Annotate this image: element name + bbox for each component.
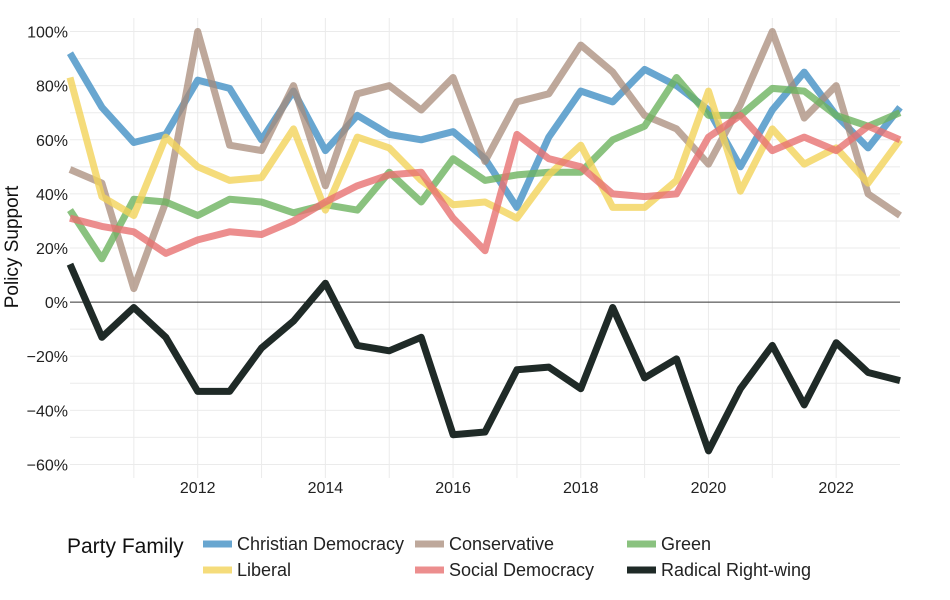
- legend-label: Conservative: [449, 534, 554, 554]
- x-axis-tick-labels: 2012 2014 2016 2018 2020 2022: [180, 480, 854, 497]
- legend-label: Radical Right-wing: [661, 560, 811, 580]
- y-axis-title: Policy Support: [2, 185, 23, 308]
- x-tick-label: 2018: [563, 480, 599, 497]
- y-tick-label: 80%: [36, 79, 68, 96]
- x-tick-label: 2016: [435, 480, 471, 497]
- legend-item-conservative: Conservative: [415, 534, 554, 554]
- gridlines: [70, 18, 900, 478]
- y-tick-label: 40%: [36, 187, 68, 204]
- legend-title: Party Family: [67, 535, 184, 558]
- series-line-liberal: [66, 76, 903, 222]
- x-tick-label: 2020: [691, 480, 727, 497]
- legend-item-radical-right-wing: Radical Right-wing: [627, 560, 811, 580]
- x-tick-label: 2014: [308, 480, 344, 497]
- legend-label: Social Democracy: [449, 560, 594, 580]
- legend-label: Christian Democracy: [237, 534, 404, 554]
- y-tick-label: 100%: [27, 25, 68, 42]
- legend-item-liberal: Liberal: [203, 560, 291, 580]
- x-tick-label: 2022: [818, 480, 854, 497]
- x-tick-label: 2012: [180, 480, 216, 497]
- series-line-conservative: [68, 28, 902, 293]
- legend-label: Green: [661, 534, 711, 554]
- legend-item-christian-democracy: Christian Democracy: [203, 534, 404, 554]
- legend-items: Christian Democracy Conservative Green Libe…: [203, 534, 811, 580]
- series-line-green: [67, 74, 902, 263]
- legend: Party Family Christian Democracy Conserva…: [67, 534, 811, 580]
- y-tick-label: −40%: [27, 403, 68, 420]
- y-tick-label: −60%: [27, 457, 68, 474]
- y-tick-label: 0%: [45, 295, 68, 312]
- series-lines: [66, 28, 903, 455]
- legend-item-green: Green: [627, 534, 711, 554]
- series-line-radical-right-wing: [66, 262, 901, 455]
- legend-item-social-democracy: Social Democracy: [415, 560, 594, 580]
- series-line-social-democracy: [69, 111, 902, 257]
- y-axis-tick-labels: −60% −40% −20% 0% 20% 40% 60% 80% 100%: [27, 25, 68, 475]
- legend-label: Liberal: [237, 560, 291, 580]
- y-tick-label: 60%: [36, 133, 68, 150]
- y-tick-label: 20%: [36, 241, 68, 258]
- y-tick-label: −20%: [27, 349, 68, 366]
